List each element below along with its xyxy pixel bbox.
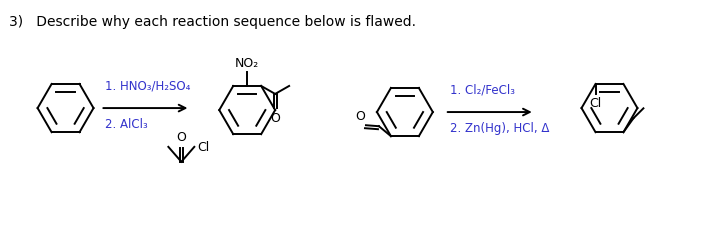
Text: 2. Zn(Hg), HCl, Δ: 2. Zn(Hg), HCl, Δ	[450, 122, 549, 135]
Text: Cl: Cl	[197, 141, 210, 154]
Text: 1. Cl₂/FeCl₃: 1. Cl₂/FeCl₃	[450, 83, 515, 96]
Text: Cl: Cl	[590, 97, 601, 110]
Text: 3)   Describe why each reaction sequence below is flawed.: 3) Describe why each reaction sequence b…	[8, 15, 416, 29]
Text: 2. AlCl₃: 2. AlCl₃	[105, 118, 148, 131]
Text: O: O	[355, 110, 365, 123]
Text: O: O	[177, 131, 186, 144]
Text: NO₂: NO₂	[235, 57, 259, 70]
Text: O: O	[270, 112, 280, 125]
Text: 1. HNO₃/H₂SO₄: 1. HNO₃/H₂SO₄	[105, 79, 191, 92]
